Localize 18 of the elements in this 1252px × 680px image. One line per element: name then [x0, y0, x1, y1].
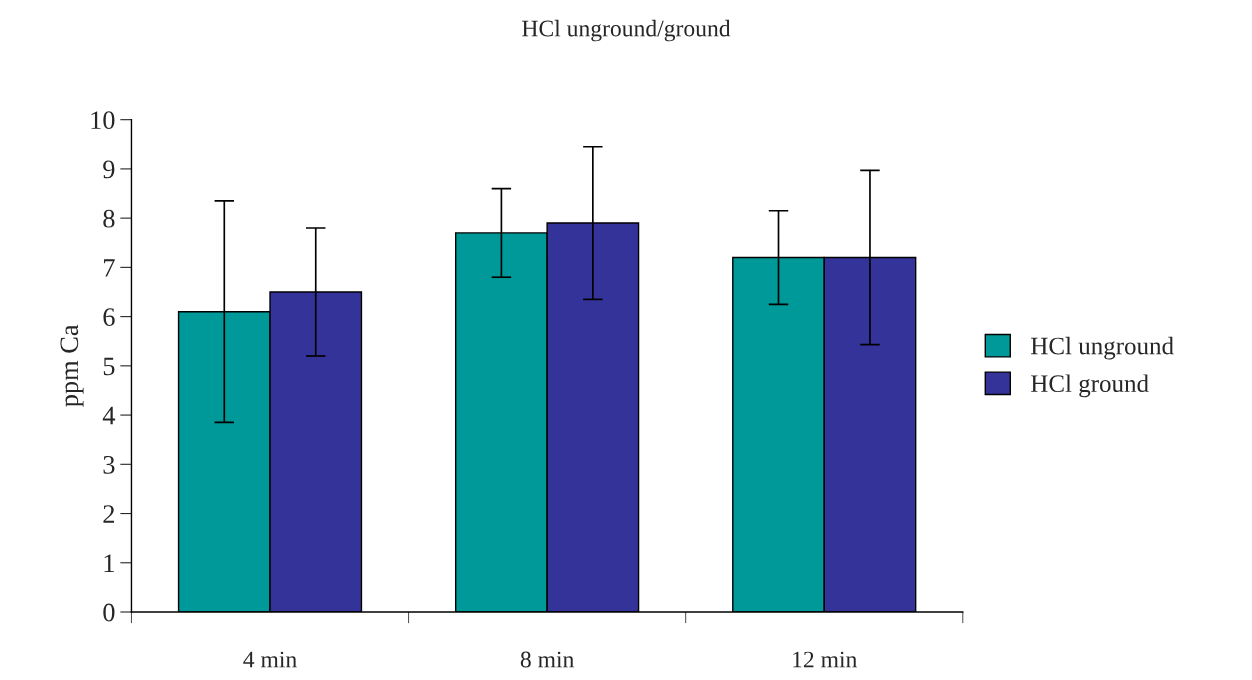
y-tick-label: 10	[91, 111, 115, 130]
y-tick-label: 5	[103, 357, 115, 376]
y-tick-label: 3	[103, 455, 115, 474]
y-tick-label: 1	[104, 554, 114, 572]
y-tick-label: 6	[103, 308, 115, 327]
y-tick-label: 7	[104, 259, 115, 277]
y-axis-title: ppm Ca	[60, 324, 84, 407]
x-tick-label: 8 min	[520, 651, 574, 668]
y-tick-label: 8	[103, 209, 115, 228]
legend-label: HCl ground	[1031, 374, 1149, 398]
x-tick-label: 12 min	[793, 651, 857, 668]
chart-title: HCl unground/ground	[522, 19, 731, 42]
x-tick-label: 4 min	[243, 651, 297, 668]
legend-label: HCl unground	[1031, 336, 1174, 360]
y-tick-label: 4	[102, 406, 116, 425]
y-tick-label: 2	[103, 505, 115, 523]
y-tick-label: 9	[103, 160, 115, 179]
y-tick-label: 0	[103, 603, 115, 622]
